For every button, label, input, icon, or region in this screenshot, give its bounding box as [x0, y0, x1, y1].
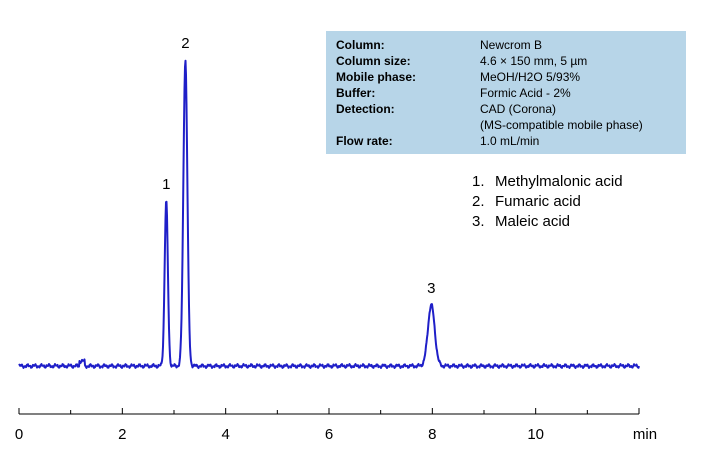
condition-row: (MS-compatible mobile phase) — [336, 117, 676, 133]
x-tick-label: 10 — [527, 426, 544, 443]
compound-number: 3. — [472, 213, 485, 230]
compound-name: Maleic acid — [495, 213, 571, 230]
condition-key: Column: — [336, 38, 385, 52]
x-tick-label: 0 — [15, 426, 23, 443]
condition-row: Flow rate: 1.0 mL/min — [336, 133, 676, 149]
compound-number: 2. — [472, 193, 485, 210]
condition-key: Column size: — [336, 54, 411, 68]
condition-key: Flow rate: — [336, 134, 393, 148]
condition-value: (MS-compatible mobile phase) — [480, 118, 643, 132]
compound-name: Methylmalonic acid — [495, 173, 623, 190]
x-tick-label: 4 — [221, 426, 229, 443]
compound-name: Fumaric acid — [495, 193, 581, 210]
peak-label: 3 — [427, 280, 435, 297]
condition-value: Formic Acid - 2% — [480, 86, 571, 100]
compound-number: 1. — [472, 173, 485, 190]
condition-key: Detection: — [336, 102, 395, 116]
condition-value: CAD (Corona) — [480, 102, 557, 116]
x-unit-label: min — [633, 426, 657, 443]
condition-key: Mobile phase: — [336, 70, 417, 84]
condition-value: MeOH/H2O 5/93% — [480, 70, 581, 84]
condition-key: Buffer: — [336, 86, 376, 100]
peak-label: 1 — [162, 176, 170, 193]
x-tick-label: 8 — [428, 426, 436, 443]
conditions-box: Column: Newcrom B Column size: 4.6 × 150… — [326, 31, 686, 154]
x-tick-label: 6 — [325, 426, 333, 443]
compound-item: 3. Maleic acid — [472, 212, 623, 232]
peak-label: 2 — [181, 35, 189, 52]
condition-value: Newcrom B — [480, 38, 543, 52]
condition-row: Buffer: Formic Acid - 2% — [336, 85, 676, 101]
condition-key — [336, 117, 480, 133]
condition-row: Detection: CAD (Corona) — [336, 101, 676, 117]
condition-value: 1.0 mL/min — [480, 134, 540, 148]
condition-row: Column size: 4.6 × 150 mm, 5 µm — [336, 53, 676, 69]
compound-item: 2. Fumaric acid — [472, 192, 623, 212]
compound-legend: 1. Methylmalonic acid 2. Fumaric acid 3. Ma… — [472, 172, 623, 232]
condition-row: Column: Newcrom B — [336, 37, 676, 53]
x-tick-label: 2 — [118, 426, 126, 443]
condition-value: 4.6 × 150 mm, 5 µm — [480, 54, 588, 68]
chromatogram-trace — [18, 59, 640, 370]
condition-row: Mobile phase: MeOH/H2O 5/93% — [336, 69, 676, 85]
compound-item: 1. Methylmalonic acid — [472, 172, 623, 192]
